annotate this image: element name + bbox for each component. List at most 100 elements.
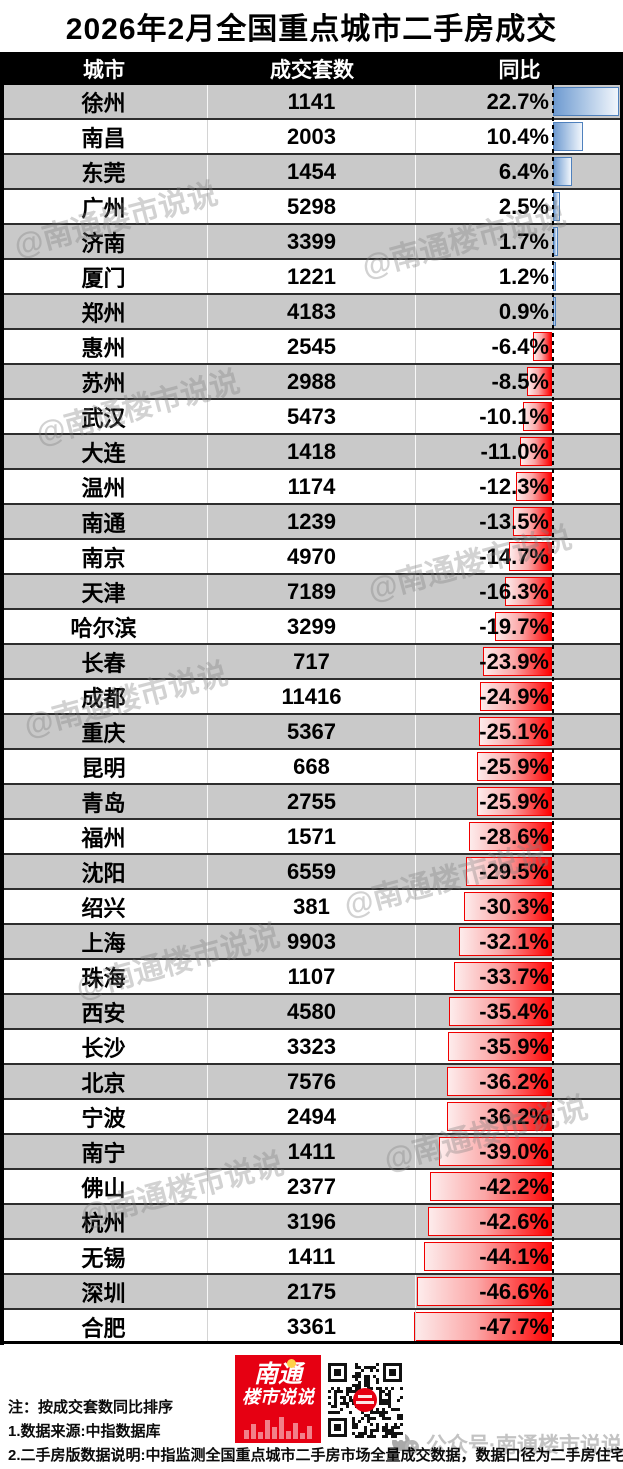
yoy-cell: 6.4%: [498, 158, 549, 184]
yoy-bar-negative: [476, 752, 552, 781]
city-cell: 东莞: [0, 155, 208, 188]
table-row: 广州 5298 2.5%: [0, 190, 623, 225]
table-row: 佛山 2377 -42.2%: [0, 1170, 623, 1205]
volume-cell: 1571: [208, 820, 416, 853]
table-row: 青岛 2755 -25.9%: [0, 785, 623, 820]
volume-cell: 2377: [208, 1170, 416, 1203]
table-row: 武汉 5473 -10.1%: [0, 400, 623, 435]
table-row: 福州 1571 -28.6%: [0, 820, 623, 855]
city-cell: 苏州: [0, 365, 208, 398]
volume-cell: 2003: [208, 120, 416, 153]
volume-cell: 2494: [208, 1100, 416, 1133]
column-header-city: 城市: [83, 58, 125, 82]
zero-axis-dashed-line: [552, 85, 554, 1343]
yoy-bar-negative: [447, 1067, 552, 1096]
table-row: 成都 11416 -24.9%: [0, 680, 623, 715]
table-row: 长春 717 -23.9%: [0, 645, 623, 680]
yoy-bar-negative: [533, 332, 552, 361]
table-row: 上海 9903 -32.1%: [0, 925, 623, 960]
yoy-bar-negative: [447, 1102, 552, 1131]
volume-cell: 668: [208, 750, 416, 783]
yoy-bar-negative: [494, 612, 552, 641]
yoy-bar-negative: [504, 577, 552, 606]
yoy-bar-positive: [553, 157, 572, 186]
volume-cell: 2755: [208, 785, 416, 818]
table-row: 南昌 2003 10.4%: [0, 120, 623, 155]
logo-dot-icon: [287, 1359, 296, 1368]
volume-cell: 2545: [208, 330, 416, 363]
yoy-bar-negative: [464, 892, 552, 921]
city-cell: 南通: [0, 505, 208, 538]
yoy-cell: 22.7%: [486, 88, 549, 114]
yoy-bar-negative: [428, 1207, 552, 1236]
column-header-yoy: 同比: [498, 58, 541, 82]
yoy-bar-negative: [466, 857, 552, 886]
city-cell: 昆明: [0, 750, 208, 783]
volume-cell: 11416: [208, 680, 416, 713]
table-row: 昆明 668 -25.9%: [0, 750, 623, 785]
yoy-cell: -32.1%: [479, 928, 549, 954]
city-cell: 南宁: [0, 1135, 208, 1168]
yoy-cell: -12.3%: [479, 473, 549, 499]
yoy-cell: -10.1%: [479, 403, 549, 429]
yoy-cell: -11.0%: [480, 438, 550, 464]
yoy-cell: -42.2%: [479, 1173, 549, 1199]
footnotes: 注：按成交套数同比排序 1.数据来源:中指数据库 2.二手房版数据说明:中指监测…: [8, 1396, 623, 1468]
table-right-border: [620, 85, 623, 1345]
volume-cell: 1174: [208, 470, 416, 503]
table-header: 城市 成交套数 同比: [0, 52, 623, 85]
city-cell: 深圳: [0, 1275, 208, 1308]
city-cell: 宁波: [0, 1100, 208, 1133]
city-cell: 北京: [0, 1065, 208, 1098]
yoy-bar-negative: [438, 1137, 552, 1166]
city-cell: 沈阳: [0, 855, 208, 888]
table-row: 惠州 2545 -6.4%: [0, 330, 623, 365]
city-cell: 绍兴: [0, 890, 208, 923]
yoy-bar-positive: [553, 87, 619, 116]
yoy-cell: 10.4%: [486, 123, 549, 149]
volume-cell: 5473: [208, 400, 416, 433]
city-cell: 佛山: [0, 1170, 208, 1203]
table-row: 重庆 5367 -25.1%: [0, 715, 623, 750]
volume-cell: 1141: [208, 85, 416, 118]
footer-watermark-text: 公众号·南通楼市说说: [426, 1434, 622, 1457]
table-left-border: [0, 85, 4, 1345]
yoy-bar-negative: [476, 787, 552, 816]
city-cell: 上海: [0, 925, 208, 958]
yoy-cell: -33.7%: [479, 963, 549, 989]
volume-cell: 7576: [208, 1065, 416, 1098]
city-cell: 武汉: [0, 400, 208, 433]
yoy-bar-negative: [413, 1312, 552, 1341]
footnote-scope: 2.二手房版数据说明:中指监测全国重点城市二手房市场全量成交数据，数据口径为二手…: [8, 1447, 623, 1464]
city-cell: 长春: [0, 645, 208, 678]
city-cell: 南京: [0, 540, 208, 573]
volume-cell: 381: [208, 890, 416, 923]
yoy-bar-negative: [447, 1032, 552, 1061]
footnote-sort: 注：按成交套数同比排序: [8, 1399, 174, 1416]
volume-cell: 1221: [208, 260, 416, 293]
yoy-bar-negative: [482, 647, 552, 676]
yoy-bar-negative: [454, 962, 552, 991]
yoy-cell: -36.2%: [479, 1103, 549, 1129]
city-cell: 济南: [0, 225, 208, 258]
yoy-bar-negative: [512, 507, 552, 536]
table-row: 宁波 2494 -36.2%: [0, 1100, 623, 1135]
table-row: 哈尔滨 3299 -19.7%: [0, 610, 623, 645]
yoy-bar-negative: [520, 437, 552, 466]
table-body: 徐州 1141 22.7% 南昌 2003 10.4% 东莞 1454 6.4% 广州 5298 2.…: [0, 85, 623, 1343]
yoy-bar-negative: [479, 717, 552, 746]
city-cell: 重庆: [0, 715, 208, 748]
city-cell: 厦门: [0, 260, 208, 293]
volume-cell: 3399: [208, 225, 416, 258]
yoy-bar-negative: [416, 1277, 552, 1306]
table-row: 杭州 3196 -42.6%: [0, 1205, 623, 1240]
volume-cell: 3299: [208, 610, 416, 643]
volume-cell: 1411: [208, 1135, 416, 1168]
city-cell: 合肥: [0, 1310, 208, 1343]
column-header-volume: 成交套数: [270, 58, 354, 82]
yoy-cell: -25.9%: [479, 788, 549, 814]
yoy-bar-positive: [553, 192, 561, 221]
yoy-cell: -39.0%: [479, 1138, 549, 1164]
yoy-bar-negative: [449, 997, 552, 1026]
